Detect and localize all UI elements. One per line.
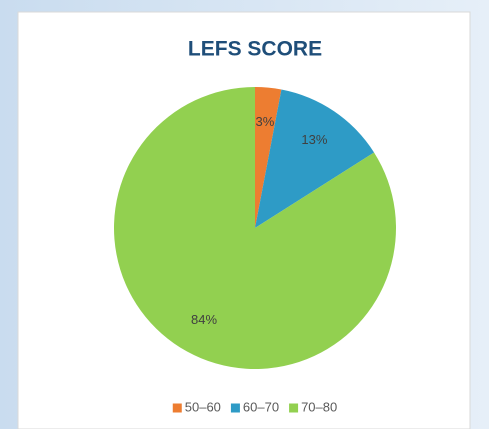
legend-label: 60–70 — [243, 399, 279, 414]
legend-swatch — [230, 403, 240, 413]
data-label: 3% — [256, 114, 275, 129]
legend-swatch — [289, 403, 299, 413]
legend-label: 50–60 — [185, 399, 221, 414]
data-label: 13% — [301, 132, 327, 147]
pie-slice — [255, 89, 375, 228]
pie-slice — [255, 87, 282, 228]
legend-label: 70–80 — [301, 399, 337, 414]
chart-title: LEFS SCORE — [188, 38, 322, 61]
legend-swatch — [172, 403, 182, 413]
pie-slice — [113, 87, 396, 369]
data-label: 84% — [191, 312, 217, 327]
